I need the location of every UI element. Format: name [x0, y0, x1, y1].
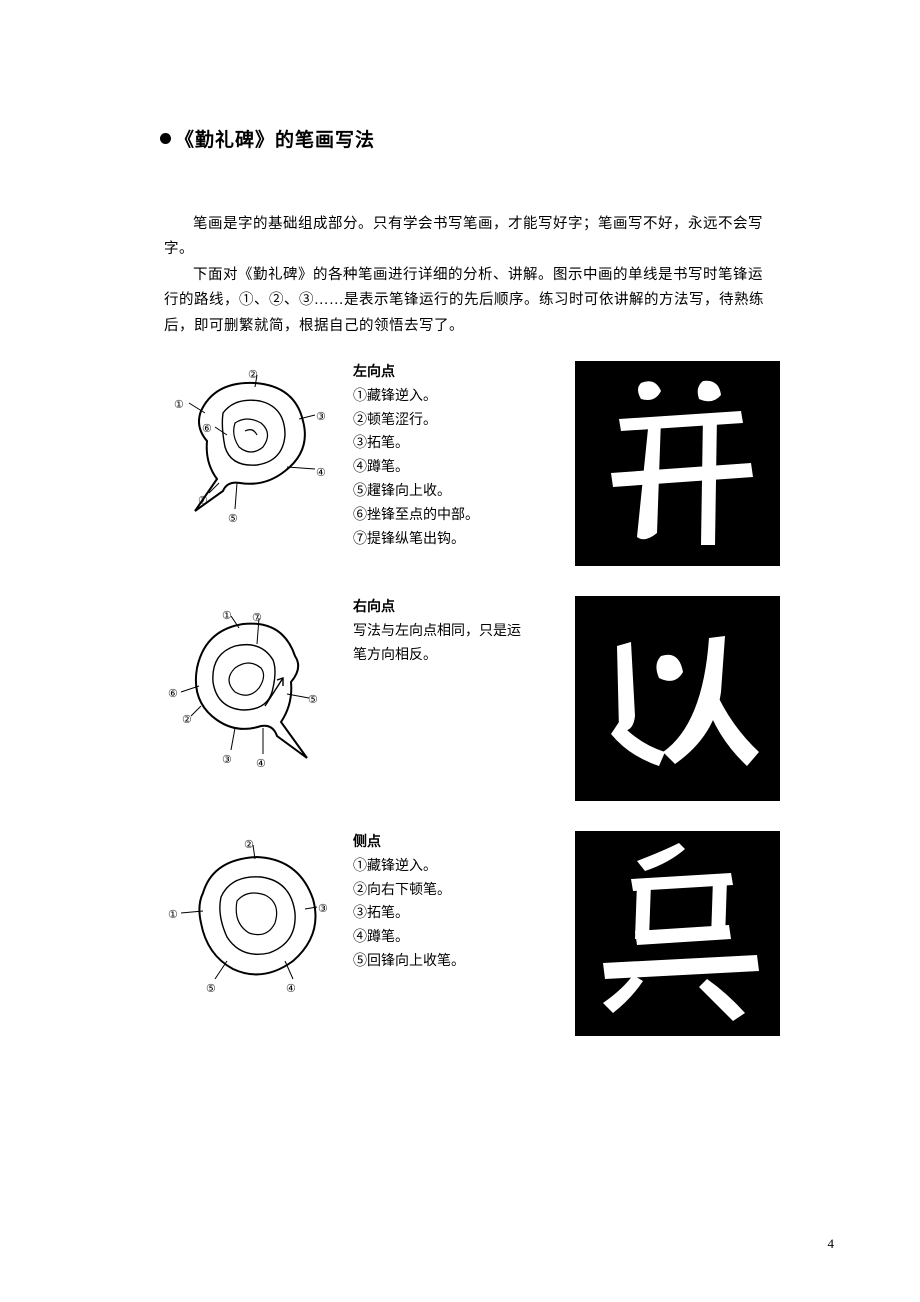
example-char-1	[575, 361, 780, 566]
diagram-label: ①	[168, 909, 178, 922]
page-content: 《勤礼碑》的笔画写法 笔画是字的基础组成部分。只有学会书写笔画，才能写好字；笔画…	[160, 125, 780, 1066]
diagram-label: ②	[182, 714, 192, 727]
diagram-label: ⑥	[202, 423, 212, 436]
text-right-dot: 右向点 写法与左向点相同，只是运笔方向相反。	[345, 596, 525, 668]
section-row: ① ② ③ ④ ⑤ ⑥ ⑦ 左向点 ①藏锋逆入。 ②顿笔涩行。 ③拓笔。 ④蹲笔。 ⑤趯锋向…	[160, 361, 780, 566]
sub-title: 侧点	[353, 831, 525, 851]
sub-title: 右向点	[353, 596, 525, 616]
page-title: 《勤礼碑》的笔画写法	[175, 125, 375, 152]
diagram-label: ④	[256, 758, 266, 771]
example-char-2	[575, 596, 780, 801]
page-number: 4	[828, 1236, 835, 1252]
diagram-label: ③	[222, 754, 232, 767]
diagram-label: ⑤	[228, 513, 238, 526]
diagram-label: ①	[174, 399, 184, 412]
step: ⑤趯锋向上收。	[353, 480, 525, 504]
intro-block: 笔画是字的基础组成部分。只有学会书写笔画，才能写好字；笔画写不好，永远不会写字。…	[160, 212, 780, 339]
diagram-label: ①	[222, 610, 232, 623]
text-left-dot: 左向点 ①藏锋逆入。 ②顿笔涩行。 ③拓笔。 ④蹲笔。 ⑤趯锋向上收。 ⑥挫锋至…	[345, 361, 525, 552]
step: ①藏锋逆入。	[353, 385, 525, 409]
intro-p2: 下面对《勤礼碑》的各种笔画进行详细的分析、讲解。图示中画的单线是书写时笔锋运行的…	[164, 263, 770, 339]
diagram-label: ⑥	[168, 688, 178, 701]
step: ④蹲笔。	[353, 456, 525, 480]
diagram-label: ④	[286, 983, 296, 996]
diagram-side-dot: ① ② ③ ④ ⑤	[160, 831, 345, 996]
section-row: ① ② ③ ④ ⑤ ⑥ ⑦ 右向点 写法与左向点相同，只是运笔方向相反。	[160, 596, 780, 801]
diagram-label: ④	[316, 467, 326, 480]
title-row: 《勤礼碑》的笔画写法	[160, 125, 780, 152]
step: ⑦提锋纵笔出钩。	[353, 528, 525, 552]
step: ⑥挫锋至点的中部。	[353, 504, 525, 528]
intro-p1: 笔画是字的基础组成部分。只有学会书写笔画，才能写好字；笔画写不好，永远不会写字。	[164, 212, 770, 263]
diagram-right-dot: ① ② ③ ④ ⑤ ⑥ ⑦	[160, 596, 345, 771]
diagram-label: ⑤	[308, 694, 318, 707]
step: ②顿笔涩行。	[353, 409, 525, 433]
step: ④蹲笔。	[353, 926, 525, 950]
step: 写法与左向点相同，只是运笔方向相反。	[353, 620, 525, 668]
diagram-label: ③	[316, 411, 326, 424]
diagram-label: ②	[248, 369, 258, 382]
step: ③拓笔。	[353, 902, 525, 926]
diagram-label: ③	[318, 903, 328, 916]
section-row: ① ② ③ ④ ⑤ 侧点 ①藏锋逆入。 ②向右下顿笔。 ③拓笔。 ④蹲笔。 ⑤回锋向上收…	[160, 831, 780, 1036]
example-char-3	[575, 831, 780, 1036]
diagram-label: ⑤	[206, 983, 216, 996]
bullet-icon	[160, 133, 171, 144]
sub-title: 左向点	[353, 361, 525, 381]
diagram-left-dot: ① ② ③ ④ ⑤ ⑥ ⑦	[160, 361, 345, 526]
diagram-label: ②	[244, 839, 254, 852]
diagram-label: ⑦	[198, 495, 208, 508]
diagram-label: ⑦	[252, 612, 262, 625]
text-side-dot: 侧点 ①藏锋逆入。 ②向右下顿笔。 ③拓笔。 ④蹲笔。 ⑤回锋向上收笔。	[345, 831, 525, 974]
step: ②向右下顿笔。	[353, 879, 525, 903]
step: ③拓笔。	[353, 432, 525, 456]
step: ①藏锋逆入。	[353, 855, 525, 879]
step: ⑤回锋向上收笔。	[353, 950, 525, 974]
